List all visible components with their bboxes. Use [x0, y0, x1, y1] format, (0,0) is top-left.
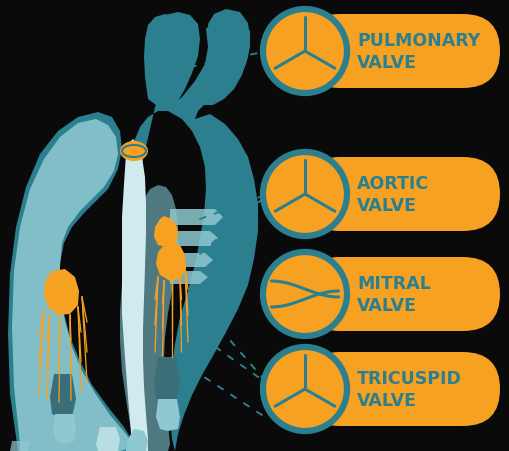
Polygon shape — [44, 269, 79, 315]
Circle shape — [263, 253, 346, 336]
Ellipse shape — [120, 142, 148, 161]
Polygon shape — [169, 231, 217, 246]
Polygon shape — [10, 441, 30, 451]
Text: PULMONARY
VALVE: PULMONARY VALVE — [356, 32, 479, 72]
Polygon shape — [144, 15, 183, 106]
Polygon shape — [50, 374, 76, 419]
Polygon shape — [96, 427, 120, 451]
Polygon shape — [156, 399, 180, 431]
Circle shape — [263, 10, 346, 94]
Polygon shape — [195, 10, 249, 106]
Polygon shape — [169, 253, 213, 267]
Polygon shape — [122, 140, 148, 451]
Circle shape — [263, 347, 346, 431]
FancyBboxPatch shape — [302, 15, 499, 89]
Polygon shape — [126, 429, 148, 451]
Polygon shape — [154, 357, 180, 404]
Circle shape — [263, 152, 346, 236]
Polygon shape — [169, 272, 208, 285]
Polygon shape — [154, 216, 178, 248]
Polygon shape — [53, 414, 76, 444]
Polygon shape — [156, 241, 186, 281]
Polygon shape — [12, 120, 135, 451]
Text: AORTIC
VALVE: AORTIC VALVE — [356, 175, 428, 214]
Text: MITRAL
VALVE: MITRAL VALVE — [356, 275, 430, 314]
FancyBboxPatch shape — [302, 158, 499, 231]
FancyBboxPatch shape — [302, 258, 499, 331]
Polygon shape — [120, 186, 178, 451]
Text: TRICUSPID
VALVE: TRICUSPID VALVE — [356, 369, 461, 409]
FancyBboxPatch shape — [302, 352, 499, 426]
Polygon shape — [169, 210, 222, 226]
Polygon shape — [8, 13, 258, 451]
